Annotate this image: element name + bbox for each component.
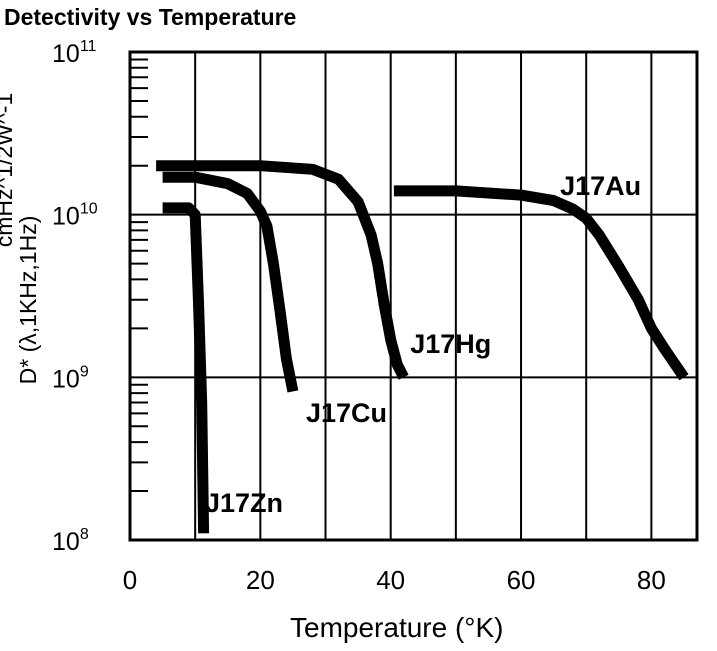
- y-tick-label: 109: [52, 363, 89, 393]
- series-label: J17Cu: [306, 398, 387, 428]
- series-line: [162, 202, 210, 534]
- x-tick-label: 60: [507, 565, 536, 595]
- y-tick-label: 1011: [52, 38, 97, 68]
- series-label: J17Hg: [410, 329, 491, 359]
- x-axis-title: Temperature (°K): [290, 612, 504, 643]
- plot-frame: [128, 50, 699, 542]
- series-label: J17Au: [560, 171, 641, 201]
- x-tick-label: 0: [123, 565, 137, 595]
- series-line: [162, 171, 299, 393]
- chart-title: Detectivity vs Temperature: [4, 4, 297, 30]
- series-line: [156, 160, 409, 380]
- series-line: [393, 185, 689, 381]
- y-tick-label: 108: [52, 526, 89, 556]
- y-tick-label: 1010: [52, 201, 98, 231]
- x-tick-label: 80: [637, 565, 666, 595]
- y-axis-title: D* (λ,1KHz,1Hz): [15, 216, 41, 385]
- x-tick-label: 40: [376, 565, 405, 595]
- y-axis-title: cmHz^1/2W^-1: [0, 93, 17, 248]
- x-tick-label: 20: [246, 565, 275, 595]
- series-label: J17Zn: [205, 488, 283, 518]
